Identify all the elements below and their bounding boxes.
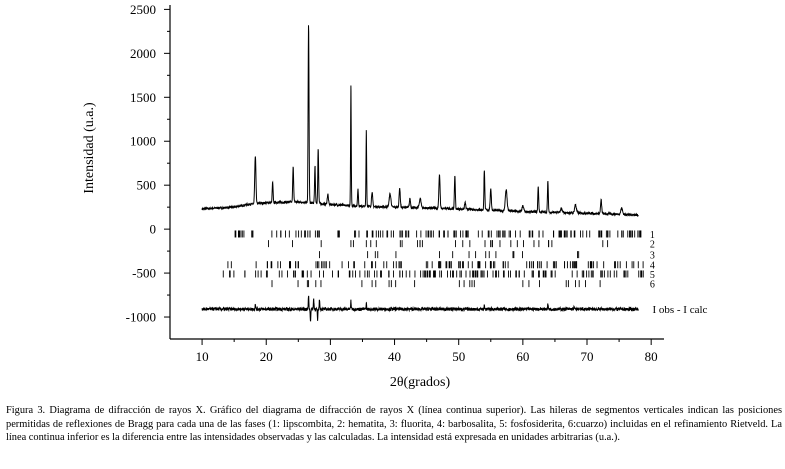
x-tick-label: 50: [452, 349, 465, 364]
bragg-row-label: 4: [650, 261, 655, 272]
y-tick-label: 2500: [130, 2, 156, 17]
y-tick-label: 500: [137, 178, 157, 193]
x-tick-label: 20: [260, 349, 273, 364]
difference-curve-label: I obs - I calc: [652, 304, 707, 316]
bragg-row-label: 1: [650, 230, 655, 241]
y-tick-label: 2000: [130, 46, 156, 61]
plot-series: I obs - I calc: [201, 25, 708, 322]
y-tick-label: 0: [150, 222, 157, 237]
y-tick-label: -500: [132, 266, 156, 281]
y-tick-label: -1000: [126, 310, 156, 325]
y-tick-label: 1000: [130, 134, 156, 149]
bragg-row-label: 3: [650, 251, 655, 262]
x-tick-label: 60: [516, 349, 529, 364]
bragg-row-label: 2: [650, 240, 655, 251]
x-axis-label: 2θ(grados): [390, 375, 451, 390]
x-tick-label: 30: [324, 349, 337, 364]
xrd-chart: -1000 -500 0 500 1000 1500 2000 2500 10 20 30 40 50 6…: [82, 2, 708, 390]
y-axis-label: Intensidad (u.a.): [82, 102, 97, 194]
y-tick-label: 1500: [130, 90, 156, 105]
difference-curve-line: [201, 295, 639, 322]
observed-pattern-line: [201, 25, 639, 218]
axes: -1000 -500 0 500 1000 1500 2000 2500 10 20 30 40 50 6…: [126, 2, 664, 364]
bragg-row-label: 5: [650, 270, 655, 281]
x-tick-label: 10: [196, 349, 209, 364]
figure-caption: Figura 3. Diagrama de difracción de rayo…: [6, 405, 782, 444]
x-tick-label: 70: [581, 349, 594, 364]
x-tick-label: 40: [388, 349, 401, 364]
x-tick-label: 80: [645, 349, 658, 364]
bragg-row-label: 6: [650, 280, 655, 291]
